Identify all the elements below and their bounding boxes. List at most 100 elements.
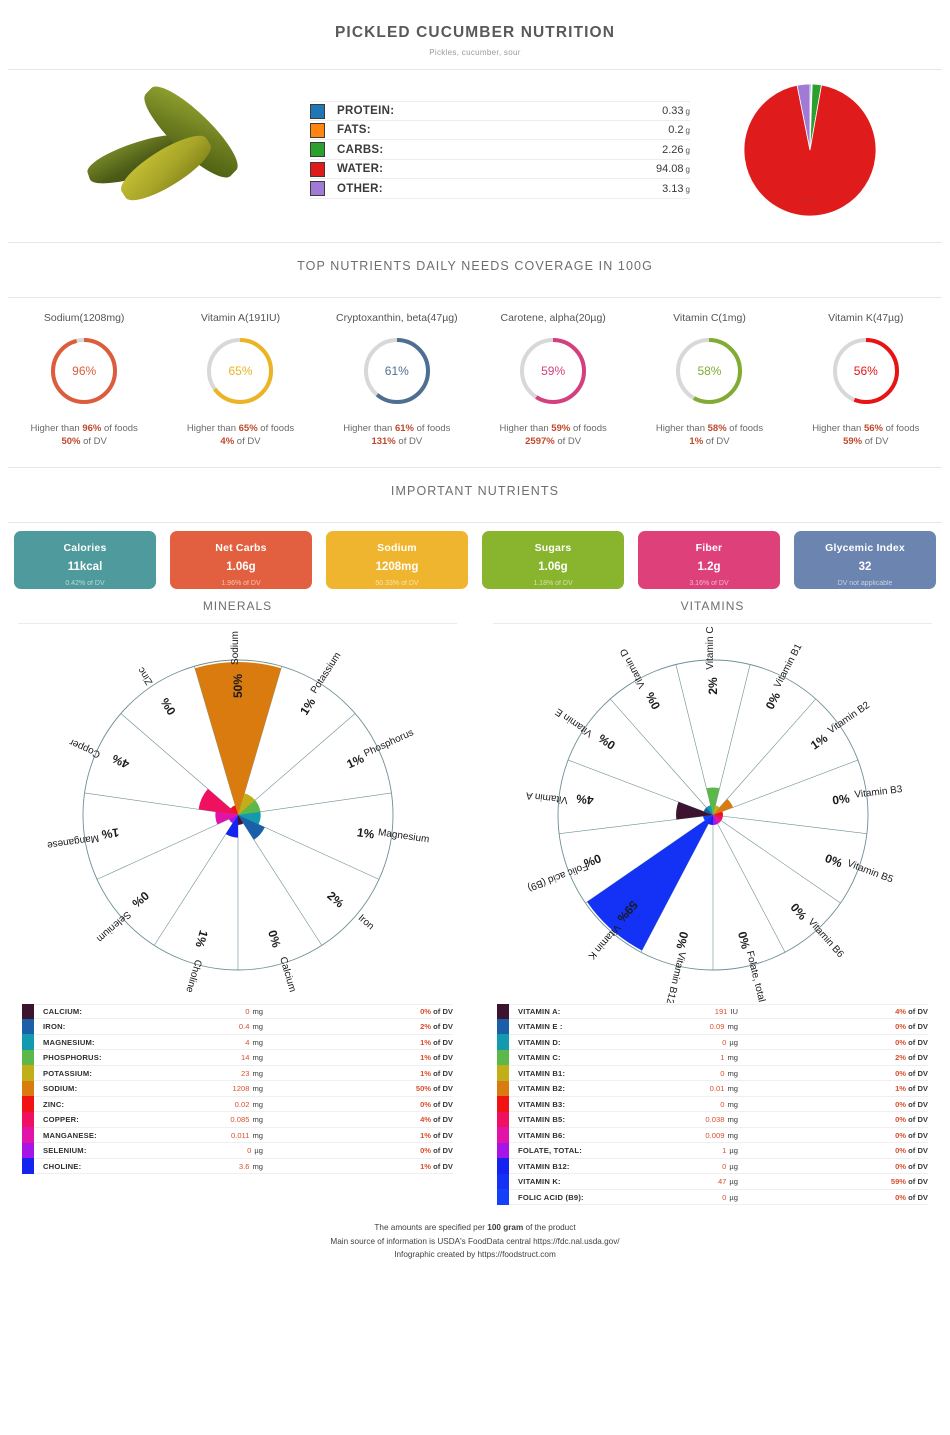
nutrient-unit: µg xyxy=(729,1161,738,1171)
nutrient-color-swatch-icon xyxy=(22,1127,34,1143)
svg-text:1%: 1% xyxy=(297,695,318,717)
minerals-rose-chart: Sodium 50% Potassium 1% Phosphorus 1% Magnesiu… xyxy=(0,624,475,1004)
svg-text:0%: 0% xyxy=(673,930,691,951)
donut-percent: 65% xyxy=(228,364,253,378)
nutrient-name: CHOLINE: xyxy=(43,1161,82,1171)
svg-text:1%: 1% xyxy=(344,751,366,771)
svg-text:Vitamin B2: Vitamin B2 xyxy=(826,699,872,736)
table-row: MAGNESIUM: 4 mg 1% of DV xyxy=(22,1034,453,1051)
donut-dv-value: 4% xyxy=(220,435,235,447)
nutrient-dv: 1% of DV xyxy=(420,1162,453,1171)
nutrient-value: 3.6 mg xyxy=(151,1162,263,1171)
nutrient-unit: IU xyxy=(730,1007,738,1017)
table-row: CALCIUM: 0 mg 0% of DV xyxy=(22,1003,453,1020)
legend-value: 3.13 g xyxy=(662,182,690,195)
nutrient-dv-suffix: of DV xyxy=(431,1022,453,1032)
nutrient-card-value: 11kcal xyxy=(67,560,103,573)
nutrient-name: CALCIUM: xyxy=(43,1007,83,1017)
nutrient-card: Calories 11kcal 0.42% of DV xyxy=(14,530,156,589)
nutrient-unit: mg xyxy=(252,1053,263,1063)
nutrient-value: 0 mg xyxy=(626,1069,738,1078)
nutrient-dv-suffix: of DV xyxy=(431,1130,453,1140)
nutrient-card: Sodium 1208mg 50.33% of DV xyxy=(326,530,468,589)
svg-text:Folate, total: Folate, total xyxy=(743,950,766,1003)
svg-text:Zinc: Zinc xyxy=(135,665,154,687)
table-row: CHOLINE: 3.6 mg 1% of DV xyxy=(22,1158,453,1175)
nutrient-dv-suffix: of DV xyxy=(431,1146,453,1156)
donut-percent: 59% xyxy=(541,364,566,378)
nutrient-value: 0.011 mg xyxy=(151,1131,263,1140)
nutrient-dv-suffix: of DV xyxy=(431,1084,453,1094)
nutrient-dv-suffix: of DV xyxy=(906,1177,928,1187)
svg-text:Folic acid (B9): Folic acid (B9) xyxy=(525,860,589,893)
nutrient-color-swatch-icon xyxy=(497,1111,509,1128)
nutrient-dv-suffix: of DV xyxy=(906,1130,928,1140)
svg-text:Copper: Copper xyxy=(67,736,102,760)
donut-dv: 2597% of DV xyxy=(525,435,582,447)
nutrient-dv: 50% of DV xyxy=(416,1084,453,1093)
nutrient-value: 0 mg xyxy=(626,1100,738,1109)
svg-text:1%: 1% xyxy=(192,928,210,949)
nutrient-dv-percent: 1% xyxy=(420,1068,432,1078)
nutrient-color-swatch-icon xyxy=(22,1003,34,1020)
nutrient-dv: 2% of DV xyxy=(420,1022,453,1031)
fats-swatch-icon xyxy=(310,122,325,138)
nutrient-unit: mg xyxy=(727,1022,738,1032)
svg-text:0%: 0% xyxy=(787,900,809,923)
nutrient-dv: 0% of DV xyxy=(895,1069,928,1078)
donut-ring: 61% xyxy=(360,334,434,408)
nutrient-unit: mg xyxy=(727,1068,738,1078)
nutrient-color-swatch-icon xyxy=(497,1127,509,1143)
nutrient-card-name: Calories xyxy=(63,541,107,554)
svg-text:Vitamin B1: Vitamin B1 xyxy=(772,641,804,689)
nutrient-color-swatch-icon xyxy=(22,1080,34,1097)
nutrient-dv-percent: 0% xyxy=(895,1192,907,1202)
donut-caption: Higher than 65% of foods xyxy=(186,423,295,434)
legend-value: 0.33 g xyxy=(662,105,690,117)
svg-text:1%: 1% xyxy=(356,825,375,841)
nutrient-name: VITAMIN B3: xyxy=(518,1099,566,1109)
table-row: PHOSPHORUS: 14 mg 1% of DV xyxy=(22,1049,453,1066)
nutrient-amount: 14 xyxy=(240,1053,250,1063)
donut-nutrient-name: Carotene, alpha(20µg) xyxy=(500,312,606,324)
nutrient-dv: 1% of DV xyxy=(420,1069,453,1078)
nutrient-dv-percent: 0% xyxy=(895,1037,907,1047)
legend-row: PROTEIN: 0.33 g xyxy=(310,101,690,121)
svg-text:0%: 0% xyxy=(265,928,283,949)
donut-dv-value: 2597% xyxy=(525,435,555,447)
vitamins-divider xyxy=(493,622,932,624)
table-row: VITAMIN A: 191 IU 4% of DV xyxy=(497,1003,928,1020)
nutrient-dv-suffix: of DV xyxy=(906,1084,928,1094)
svg-text:Manganese: Manganese xyxy=(45,832,99,850)
nutrient-amount: 0.4 xyxy=(238,1022,250,1032)
table-row: COPPER: 0.085 mg 4% of DV xyxy=(22,1111,453,1128)
nutrient-value: 4 mg xyxy=(151,1038,263,1047)
donut-nutrient-name: Cryptoxanthin, beta(47µg) xyxy=(336,312,458,324)
nutrient-dv-percent: 0% xyxy=(420,1007,432,1017)
nutrient-dv-percent: 0% xyxy=(895,1099,907,1109)
nutrient-dv: 0% of DV xyxy=(420,1146,453,1155)
minerals-table: CALCIUM: 0 mg 0% of DV IRON: 0.4 mg 2% of DV MAG… xyxy=(0,1003,475,1175)
nutrient-value: 0 µg xyxy=(626,1038,738,1047)
important-divider xyxy=(8,521,942,523)
nutrient-unit: µg xyxy=(729,1146,738,1156)
legend-label: FATS: xyxy=(337,124,371,136)
nutrient-dv: 1% of DV xyxy=(420,1131,453,1140)
nutrient-card-name: Glycemic Index xyxy=(825,541,905,554)
nutrient-dv-percent: 0% xyxy=(895,1022,907,1032)
footer: The amounts are specified per 100 gram o… xyxy=(0,1205,950,1262)
donut-ring: 59% xyxy=(516,334,590,408)
svg-text:Vitamin B6: Vitamin B6 xyxy=(805,916,845,960)
donut-svg xyxy=(520,338,587,404)
svg-text:0%: 0% xyxy=(823,851,844,870)
nutrient-dv-percent: 0% xyxy=(420,1146,432,1156)
nutrient-dv: 0% of DV xyxy=(895,1131,928,1140)
donut-ring: 56% xyxy=(829,334,903,408)
nutrient-name: FOLATE, TOTAL: xyxy=(518,1146,582,1156)
donut-dv: 4% of DV xyxy=(220,435,261,447)
nutrient-card-value: 1.2g xyxy=(697,560,721,573)
important-section-title: IMPORTANT NUTRIENTS xyxy=(390,483,560,498)
nutrient-name: VITAMIN E : xyxy=(518,1022,563,1032)
page-subtitle: Pickles, cucumber, sour xyxy=(429,48,521,57)
nutrient-unit: mg xyxy=(252,1022,263,1032)
